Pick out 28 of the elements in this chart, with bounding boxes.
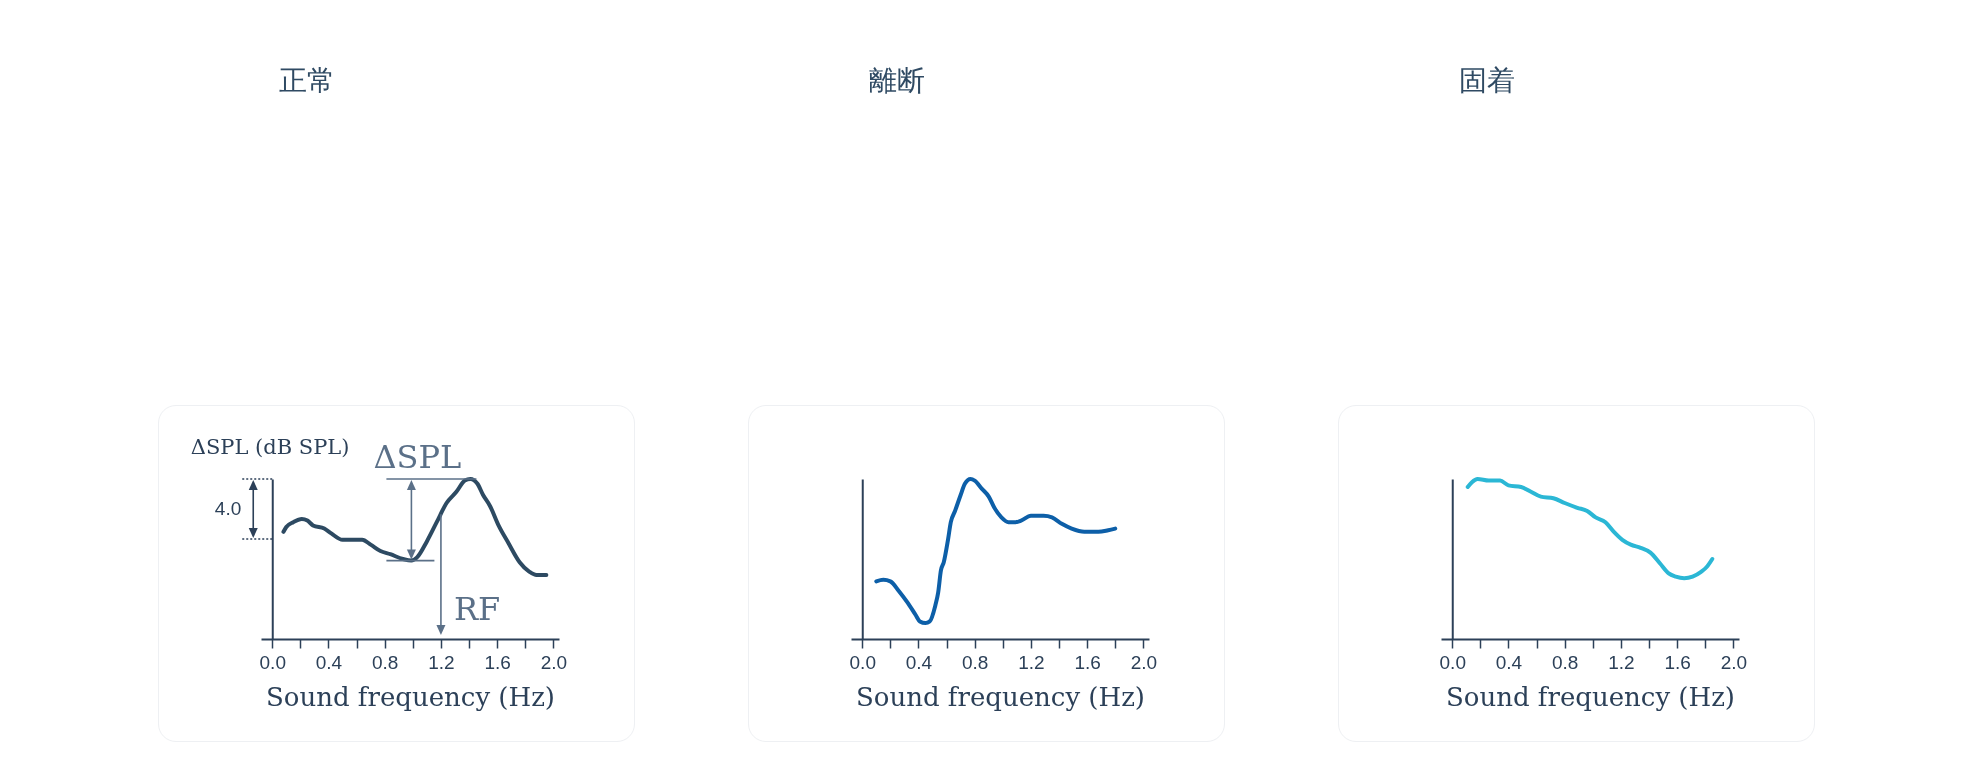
x-axis-title: Sound frequency (Hz) (266, 681, 555, 712)
text: 4.0 (214, 498, 242, 519)
annotation: ΔSPL (373, 438, 462, 476)
x-tick-label: 2.0 (1130, 651, 1158, 673)
x-tick-label: 0.4 (1495, 651, 1523, 673)
x-axis-title: Sound frequency (Hz) (856, 681, 1145, 712)
x-tick-label: 0.4 (315, 651, 343, 673)
x-tick-label: 2.0 (540, 651, 568, 673)
x-tick-label: 1.6 (484, 651, 511, 673)
annotation: RF (453, 590, 501, 628)
x-tick-label: 1.2 (1608, 651, 1635, 673)
chart-title: 離断 (869, 63, 925, 99)
x-tick-label: 0.4 (905, 651, 933, 673)
x-tick-label: 1.6 (1074, 651, 1101, 673)
x-axis-title: Sound frequency (Hz) (1446, 681, 1735, 712)
chart-title: 正常 (279, 63, 335, 99)
x-tick-label: 0.0 (1439, 651, 1466, 673)
x-tick-label: 0.8 (961, 651, 989, 673)
x-tick-label: 0.8 (1551, 651, 1579, 673)
x-tick-label: 0.0 (849, 651, 876, 673)
x-tick-label: 2.0 (1720, 651, 1748, 673)
x-tick-label: 1.2 (1018, 651, 1045, 673)
x-tick-label: 1.2 (428, 651, 455, 673)
chart-title: 固着 (1459, 63, 1515, 99)
x-tick-label: 0.0 (259, 651, 286, 673)
y-axis-title: ΔSPL (dB SPL) (190, 434, 350, 459)
x-tick-label: 1.6 (1664, 651, 1691, 673)
x-tick-label: 0.8 (371, 651, 399, 673)
